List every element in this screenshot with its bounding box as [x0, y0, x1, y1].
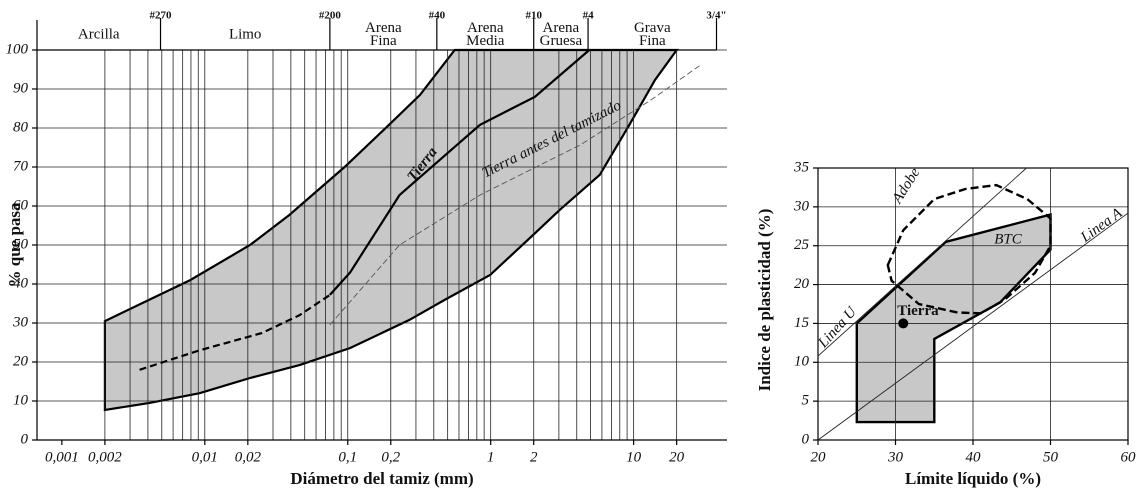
x-axis-title: Límite líquido (%): [905, 469, 1041, 488]
x-tick-label: 0,1: [338, 449, 357, 465]
y-tick-label: 20: [13, 353, 29, 369]
x-tick-label: 50: [1043, 449, 1059, 465]
region-outline: [886, 183, 1052, 315]
fraction-label: Media: [466, 33, 505, 49]
sieve-label: #200: [319, 10, 342, 22]
y-tick-label: 90: [13, 80, 29, 96]
line-label: Linea A: [1077, 205, 1126, 247]
y-tick-label: 70: [13, 158, 29, 174]
axis-frame: [817, 167, 1129, 441]
x-tick-label: 20: [811, 449, 827, 465]
data-point: [898, 318, 909, 329]
region-label: Adobe: [889, 165, 924, 207]
fraction-label: Arena: [467, 20, 504, 36]
x-axis-title: Diámetro del tamiz (mm): [290, 469, 473, 488]
reference-line: [817, 167, 1027, 357]
fraction-label: Arena: [365, 20, 402, 36]
y-tick-label: 10: [13, 392, 29, 408]
x-tick-label: 0,01: [192, 449, 218, 465]
fraction-label: Arcilla: [78, 26, 120, 42]
sieve-label: #40: [429, 10, 446, 22]
y-tick-label: 10: [794, 354, 810, 370]
y-tick-label: 0: [802, 431, 810, 447]
y-tick-label: 20: [794, 276, 810, 292]
fraction-label: Arena: [543, 20, 580, 36]
x-tick-label: 60: [1121, 449, 1137, 465]
y-tick-label: 100: [6, 41, 29, 57]
x-tick-label: 0,2: [381, 449, 400, 465]
fraction-label: Fina: [639, 33, 666, 49]
x-tick-label: 0,002: [88, 449, 122, 465]
y-tick-label: 60: [13, 197, 29, 213]
y-tick-label: 40: [13, 275, 29, 291]
y-tick-label: 30: [12, 314, 29, 330]
region-label: BTC: [994, 231, 1023, 247]
y-axis-title: % que pasa: [5, 202, 24, 288]
curve: [329, 65, 700, 326]
y-tick-label: 80: [13, 119, 29, 135]
point-label: Tierra: [897, 303, 939, 319]
y-tick-label: 0: [21, 431, 29, 447]
fraction-label: Gruesa: [540, 33, 583, 49]
x-tick-label: 1: [487, 449, 495, 465]
x-tick-label: 0,001: [45, 449, 79, 465]
fraction-label: Fina: [370, 33, 397, 49]
axis-frame: [36, 50, 727, 441]
x-tick-label: 20: [669, 449, 685, 465]
y-tick-label: 50: [13, 236, 29, 252]
fraction-label: Limo: [229, 26, 262, 42]
fraction-label: Grava: [634, 20, 671, 36]
sieve-label: 3/4": [706, 10, 726, 22]
sieve-label: #4: [583, 10, 595, 22]
sieve-label: #10: [525, 10, 542, 22]
y-tick-label: 30: [793, 198, 810, 214]
y-axis-title: Indice de plasticidad (%): [755, 209, 774, 392]
x-tick-label: 2: [530, 449, 538, 465]
x-tick-label: 30: [887, 449, 904, 465]
y-tick-label: 15: [794, 315, 810, 331]
y-tick-label: 5: [802, 393, 810, 409]
y-tick-label: 25: [794, 237, 810, 253]
y-tick-label: 35: [793, 159, 810, 175]
curve: [139, 293, 331, 371]
curve: [329, 49, 591, 296]
x-tick-label: 40: [966, 449, 982, 465]
line-label: Linea U: [815, 303, 861, 352]
sieve-label: #270: [150, 10, 173, 22]
x-tick-label: 10: [626, 449, 642, 465]
x-tick-label: 0,02: [235, 449, 262, 465]
reference-line: [817, 212, 1129, 441]
